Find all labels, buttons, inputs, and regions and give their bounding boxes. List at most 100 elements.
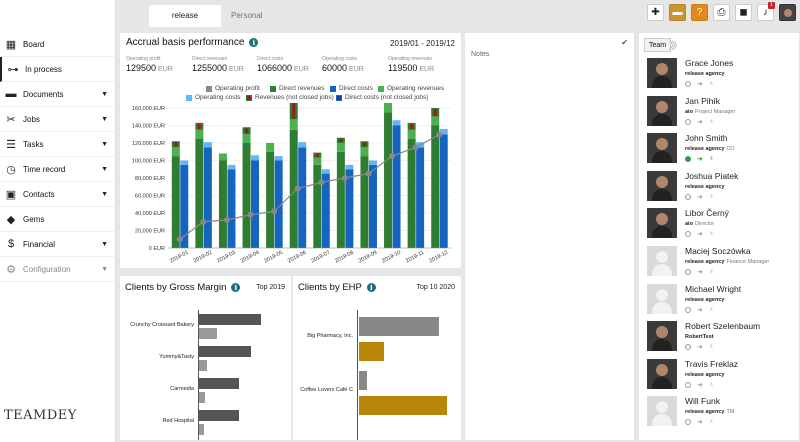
note-button[interactable]: ▬ — [669, 4, 686, 21]
sidebar-item-jobs[interactable]: ✂ Jobs ▼ — [0, 107, 116, 132]
status-dot-icon — [685, 344, 691, 351]
team-tab[interactable]: Team — [644, 38, 672, 52]
client-bar[interactable] — [199, 314, 261, 325]
team-member[interactable]: John Smith release agency CO ➜ ♁ — [647, 133, 797, 169]
member-org: RobertTest — [685, 334, 714, 341]
client-bar[interactable] — [359, 317, 439, 336]
y-tick-label: 120,000 EUR — [132, 141, 165, 147]
logout-icon[interactable]: ➜ — [697, 231, 703, 239]
bar-direct-costs — [180, 164, 189, 248]
client-bar[interactable] — [199, 378, 239, 389]
sidebar-item-contacts[interactable]: ▣ Contacts ▼ — [0, 182, 116, 207]
sidebar-item-documents[interactable]: ▬ Documents ▼ — [0, 82, 116, 107]
client-bar[interactable] — [199, 410, 239, 421]
legend-swatch — [186, 94, 192, 101]
sidebar-item-gems[interactable]: ◆ Gems — [0, 207, 116, 232]
period-label[interactable]: Top 2019 — [256, 284, 285, 291]
legend-operating-profit[interactable]: Operating profit — [206, 85, 260, 92]
bar-revenues-not-closed — [292, 103, 296, 119]
point-operating-profit — [412, 144, 419, 151]
stopwatch-icon[interactable]: ♁ — [708, 155, 715, 163]
logout-icon[interactable]: ➜ — [697, 381, 703, 389]
team-member[interactable]: Will Funk release agency TM ➜ ♁ — [647, 396, 797, 432]
x-tick-label: 2019-02 — [193, 250, 214, 265]
bar-operating-costs — [345, 164, 354, 170]
sidebar-item-time-record[interactable]: ◷ Time record ▼ — [0, 157, 116, 182]
avatar — [647, 396, 677, 427]
clock-icon: ◷ — [6, 163, 16, 176]
notes-panel[interactable]: Notes ✔ — [465, 33, 634, 440]
stopwatch-icon[interactable]: ♁ — [708, 268, 715, 275]
client-bar[interactable] — [199, 360, 207, 371]
legend-revenues-not-closed[interactable]: Revenues (not closed jobs) — [246, 94, 334, 101]
logout-icon[interactable]: ➜ — [697, 419, 703, 427]
help-button[interactable]: ? — [691, 4, 708, 21]
stopwatch-icon[interactable]: ♁ — [708, 418, 715, 426]
stopwatch-icon[interactable]: ♁ — [708, 117, 715, 125]
notifications-button[interactable]: ♪ 1 — [757, 2, 775, 21]
client-bar[interactable] — [199, 424, 204, 435]
print-button[interactable]: ⎙ — [713, 4, 730, 21]
stopwatch-icon[interactable]: ♁ — [708, 305, 715, 313]
legend-operating-costs[interactable]: Operating costs — [186, 94, 241, 101]
logout-icon[interactable]: ➜ — [697, 81, 703, 88]
legend-direct-costs-not-closed[interactable]: Direct costs (not closed jobs) — [336, 94, 428, 101]
sidebar-item-board[interactable]: ▦ Board — [0, 32, 116, 57]
point-operating-profit — [318, 179, 325, 186]
client-bar[interactable] — [199, 328, 217, 339]
team-member[interactable]: Jan Pihík aio Project Manager ➜ ♁ — [647, 95, 797, 132]
logout-icon[interactable]: ➜ — [697, 193, 703, 201]
sidebar-item-financial[interactable]: $ Financial ▼ — [0, 232, 116, 257]
team-member[interactable]: Joshua Piatek release agency ➜ ♁ — [647, 170, 797, 207]
team-member[interactable]: Libor Černý aio Director ➜ ♁ — [647, 208, 797, 244]
sidebar-item-tasks[interactable]: ☰ Tasks ▼ — [0, 132, 116, 157]
sidebar-item-label: In process — [25, 64, 62, 74]
stopwatch-icon[interactable]: ♁ — [708, 80, 715, 87]
info-icon[interactable]: i — [249, 38, 259, 47]
check-icon[interactable]: ✔ — [621, 38, 628, 47]
logout-icon[interactable]: ➜ — [697, 344, 703, 352]
user-avatar-button[interactable] — [779, 4, 796, 21]
kpi-operating-revenues: Operating revenues 119500 EUR — [388, 56, 434, 73]
team-member[interactable]: Michael Wright release agency ➜ ♁ — [647, 283, 797, 320]
period-label[interactable]: Top 10 2020 — [416, 284, 455, 291]
team-member[interactable]: Robert Szelenbaum RobertTest ➜ ♁ — [647, 321, 797, 357]
tab-release-agency[interactable]: release agency — [149, 5, 221, 42]
client-bar[interactable] — [359, 371, 367, 390]
login-icon[interactable]: ➜ — [697, 156, 703, 164]
card-title-text: Clients by EHP — [298, 282, 362, 293]
stopwatch-icon[interactable]: ♁ — [708, 343, 715, 351]
bar-operating-revenues — [431, 116, 440, 126]
legend-operating-revenues[interactable]: Operating revenues — [378, 85, 444, 92]
x-tick-label: 2019-05 — [263, 250, 284, 265]
client-bar[interactable] — [199, 392, 205, 403]
stopwatch-icon[interactable]: ♁ — [708, 230, 715, 238]
info-icon[interactable]: i — [231, 283, 241, 292]
stopwatch-icon[interactable]: ♁ — [708, 192, 715, 200]
sidebar-item-configuration[interactable]: ⚙ Configuration ▼ — [0, 257, 116, 282]
logout-icon[interactable]: ➜ — [697, 306, 703, 314]
sidebar-item-in-process[interactable]: ⊶ In process — [0, 57, 116, 82]
client-bar[interactable] — [359, 342, 384, 361]
date-range[interactable]: 2019/01 - 2019/12 — [390, 39, 455, 48]
kpi-unit: EUR — [158, 66, 173, 73]
tab-personal[interactable]: Personal — [231, 11, 263, 20]
legend-direct-costs[interactable]: Direct costs — [330, 85, 373, 92]
add-button[interactable]: ✚ — [647, 4, 664, 21]
stopwatch-icon[interactable]: ♁ — [708, 380, 715, 388]
client-label: Yummy&Tasty — [159, 354, 194, 360]
legend-direct-revenues[interactable]: Direct revenues — [270, 85, 325, 92]
logout-icon[interactable]: ➜ — [697, 118, 703, 126]
gem-icon: ◆ — [6, 213, 16, 226]
info-icon[interactable]: i — [366, 283, 376, 292]
team-member[interactable]: Grace Jones release agency ➜ ♁ — [647, 58, 797, 94]
sidebar-item-label: Gems — [23, 214, 45, 224]
y-tick-label: 160,000 EUR — [132, 106, 165, 112]
messages-button[interactable]: ◼ — [735, 4, 752, 21]
client-bar[interactable] — [359, 396, 447, 415]
client-bar[interactable] — [199, 346, 251, 357]
point-operating-profit — [200, 218, 207, 225]
team-member[interactable]: Travis Freklaz release agency ➜ ♁ — [647, 358, 797, 395]
team-member[interactable]: Maciej Soczówka release agency Finance Ma… — [647, 246, 797, 282]
logout-icon[interactable]: ➜ — [697, 269, 703, 276]
